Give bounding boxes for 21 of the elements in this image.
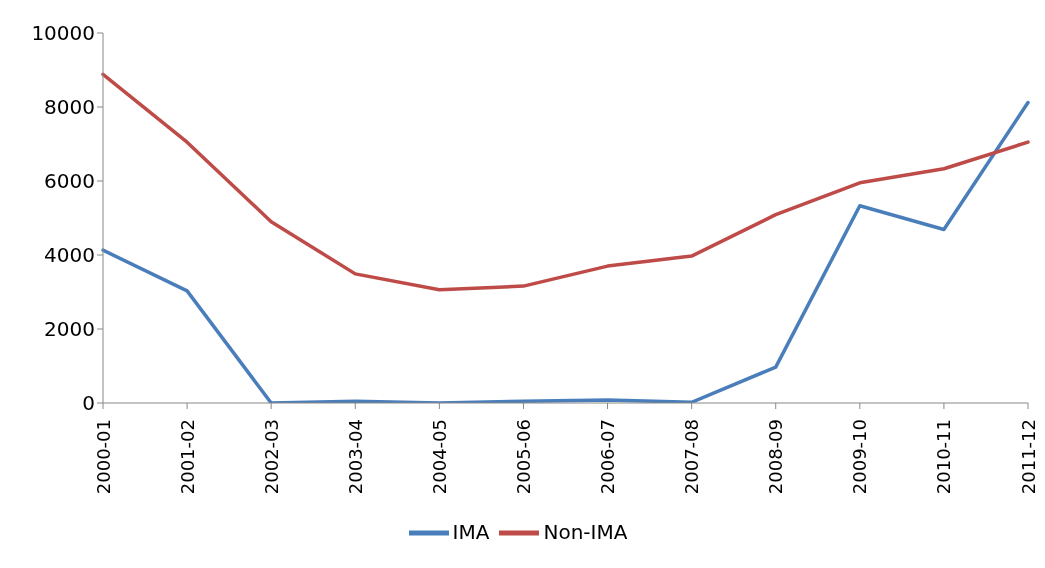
x-tick-label: 2002-03 xyxy=(260,419,282,495)
y-tick-label: 10000 xyxy=(31,21,95,46)
y-tick-label: 6000 xyxy=(44,169,95,194)
x-tick-label: 2006-07 xyxy=(597,419,619,495)
y-tick-label: 2000 xyxy=(44,317,95,342)
y-tick-label: 8000 xyxy=(44,95,95,120)
legend-label: IMA xyxy=(452,519,490,544)
y-tick-label: 4000 xyxy=(44,243,95,268)
x-tick-label: 2001-02 xyxy=(176,419,198,495)
x-tick-label: 2005-06 xyxy=(512,419,534,495)
line-series xyxy=(101,72,1030,292)
x-tick-label: 2003-04 xyxy=(344,419,366,495)
x-tick-label: 2004-05 xyxy=(428,419,450,495)
x-tick-label: 2007-08 xyxy=(681,419,703,495)
x-tick-label: 2000-01 xyxy=(92,419,114,495)
x-tick-label: 2011-12 xyxy=(1017,419,1039,495)
x-tick-label: 2008-09 xyxy=(765,419,787,495)
x-tick-label: 2010-11 xyxy=(933,419,955,495)
x-tick-label: 2009-10 xyxy=(849,419,871,495)
y-tick-label: 0 xyxy=(82,391,95,416)
legend-label: Non-IMA xyxy=(543,519,628,544)
